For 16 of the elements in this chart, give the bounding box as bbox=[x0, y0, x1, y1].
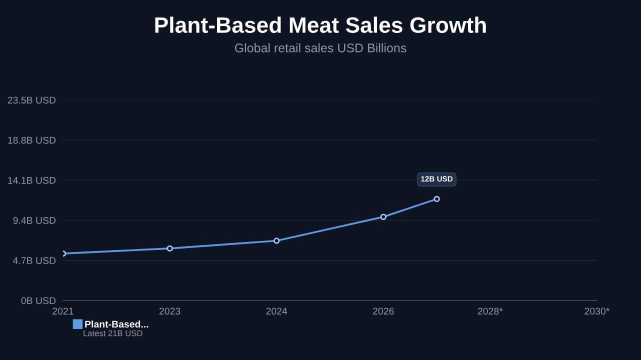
y-tick-label: 9.4B USD bbox=[13, 217, 56, 224]
x-tick-label: 2024 bbox=[266, 308, 288, 315]
x-tick-label: 2026 bbox=[373, 308, 394, 315]
x-tick-label: 2028* bbox=[478, 308, 503, 315]
chart-subtitle: Global retail sales USD Billions bbox=[234, 43, 406, 52]
y-tick-label: 0B USD bbox=[21, 297, 56, 304]
text: Latest 21B USD bbox=[84, 330, 142, 336]
legend-label: Plant-Based... bbox=[85, 320, 148, 328]
y-tick-label: 4.7B USD bbox=[13, 257, 56, 264]
x-tick-label: 2023 bbox=[159, 308, 180, 315]
x-tick-label: 2030* bbox=[584, 308, 610, 315]
y-tick-label: 23.5B USD bbox=[8, 96, 56, 104]
y-tick-label: 18.8B USD bbox=[8, 136, 56, 144]
x-tick-label: 2021 bbox=[52, 308, 74, 315]
y-tick-label: 14.1B USD bbox=[8, 176, 56, 184]
chart-title: Plant-Based Meat Sales Growth bbox=[155, 16, 486, 33]
